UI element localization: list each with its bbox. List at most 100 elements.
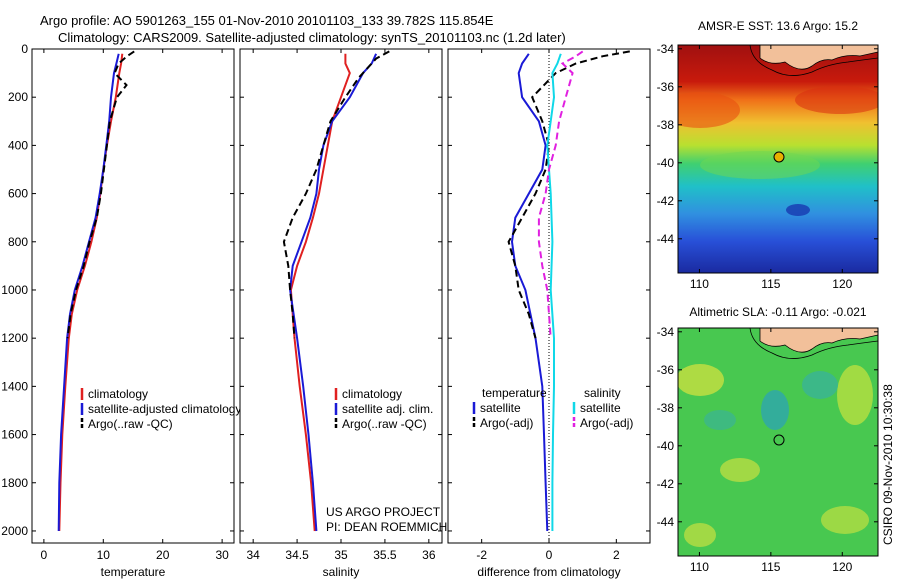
legend-label: Argo(..raw -QC) [88, 417, 173, 431]
legend-label: Argo(-adj) [480, 416, 533, 430]
sla-high-patch [678, 364, 724, 396]
land-australia [759, 45, 878, 70]
plot-frame [31, 48, 235, 544]
lat-tick-label: -36 [657, 363, 675, 377]
sst-warm-patch [678, 92, 740, 128]
x-tick-label: 10 [97, 548, 111, 562]
figure-title-line2: Climatology: CARS2009. Satellite-adjuste… [58, 30, 566, 45]
legend-label: satellite-adjusted climatology [88, 402, 241, 416]
depth-tick-label: 400 [8, 138, 28, 152]
sla-high-patch [684, 523, 716, 547]
sla-low-patch [704, 410, 736, 430]
x-axis-label: salinity [323, 565, 360, 579]
figure-title-line1: Argo profile: AO 5901263_155 01-Nov-2010… [40, 13, 494, 28]
series-line [507, 50, 630, 339]
sla-map-title: Altimetric SLA: -0.11 Argo: -0.021 [689, 305, 867, 319]
depth-tick-label: 0 [21, 42, 28, 56]
x-tick-label: 2 [613, 548, 620, 562]
lat-tick-label: -42 [657, 194, 675, 208]
lat-tick-label: -44 [657, 515, 675, 529]
x-tick-label: -2 [476, 548, 487, 562]
legend-label: satellite [580, 401, 621, 415]
lat-tick-label: -42 [657, 477, 675, 491]
series-line [57, 53, 120, 532]
float-location-marker [773, 151, 785, 163]
x-tick-label: 34 [246, 548, 260, 562]
legend-label: climatology [88, 387, 148, 401]
depth-tick-label: 1200 [1, 331, 28, 345]
sla-map-axis: -34 -36 -38 -40 -42 -44 110 115 120 [657, 325, 878, 574]
shelf-contour [749, 45, 878, 76]
legend-label: Argo(..raw -QC) [342, 417, 427, 431]
lon-tick-label: 115 [761, 560, 780, 574]
series-line [289, 53, 351, 532]
project-label-line2: PI: DEAN ROEMMICH [326, 520, 447, 534]
x-tick-label: 20 [156, 548, 170, 562]
depth-tick-label: 1600 [1, 428, 28, 442]
land-australia [759, 328, 878, 353]
lon-tick-label: 110 [690, 560, 709, 574]
legend-label: Argo(-adj) [580, 416, 633, 430]
x-tick-label: 35 [334, 548, 348, 562]
lat-tick-label: -44 [657, 232, 675, 246]
sla-high-patch [837, 365, 873, 425]
x-tick-label: 0 [41, 548, 48, 562]
sst-green-patch [700, 151, 820, 179]
float-location-marker [773, 434, 785, 446]
x-axis-label: difference from climatology [477, 565, 620, 579]
depth-tick-label: 1800 [1, 476, 28, 490]
sla-high-patch [720, 458, 760, 482]
sst-cold-eddy [786, 204, 810, 216]
lon-tick-label: 110 [690, 277, 709, 291]
sla-map-frame [677, 327, 879, 557]
series-line [510, 53, 549, 532]
legend-label: climatology [342, 387, 402, 401]
lat-tick-label: -34 [657, 42, 675, 56]
lon-tick-label: 115 [761, 277, 780, 291]
series-line [289, 53, 378, 532]
legend-label: satellite adj. clim. [342, 402, 433, 416]
x-tick-label: 34.5 [285, 548, 309, 562]
sst-map-axis: -34 -36 -38 -40 -42 -44 110 115 120 [657, 42, 878, 291]
credit-label: CSIRO 09-Nov-2010 10:30:38 [881, 384, 895, 545]
legend-title: salinity [584, 386, 621, 400]
depth-tick-label: 200 [8, 90, 28, 104]
plot-frame [239, 48, 443, 544]
lat-tick-label: -40 [657, 156, 675, 170]
series-line [546, 53, 562, 531]
project-label-line1: US ARGO PROJECT [326, 505, 441, 519]
x-tick-label: 0 [546, 548, 553, 562]
sst-warm-patch [795, 86, 878, 114]
lat-tick-label: -36 [657, 80, 675, 94]
temperature-profile-panel: 0 10 20 30 temperature 0 200 400 600 800 1000 1200 1… [1, 42, 241, 579]
sst-map-title: AMSR-E SST: 13.6 Argo: 15.2 [698, 19, 858, 33]
depth-tick-label: 600 [8, 187, 28, 201]
lat-tick-label: -38 [657, 401, 675, 415]
sla-map [678, 328, 878, 556]
lat-tick-label: -34 [657, 325, 675, 339]
x-axis-label: temperature [101, 565, 166, 579]
lat-tick-label: -38 [657, 118, 675, 132]
sst-map [678, 45, 878, 273]
depth-tick-label: 800 [8, 235, 28, 249]
series-line [66, 50, 135, 339]
depth-tick-label: 1400 [1, 379, 28, 393]
series-line [58, 53, 124, 532]
series-line [537, 50, 584, 339]
depth-tick-label: 2000 [1, 524, 28, 538]
series-line [282, 50, 390, 339]
salinity-profile-panel: 34 34.5 35 35.5 36 salinity climatologysatelli… [239, 48, 443, 579]
sst-map-frame [677, 44, 879, 274]
sla-low-patch [802, 371, 838, 399]
x-tick-label: 36 [422, 548, 436, 562]
lat-tick-label: -40 [657, 439, 675, 453]
shelf-contour [749, 328, 878, 359]
depth-tick-label: 1000 [1, 283, 28, 297]
legend-label: satellite [480, 401, 521, 415]
x-tick-label: 30 [215, 548, 229, 562]
sla-high-patch [821, 506, 869, 534]
sla-low-patch [761, 390, 789, 430]
difference-profile-panel: -2 0 2 difference from climatology temperatu… [447, 48, 651, 579]
lon-tick-label: 120 [832, 560, 852, 574]
